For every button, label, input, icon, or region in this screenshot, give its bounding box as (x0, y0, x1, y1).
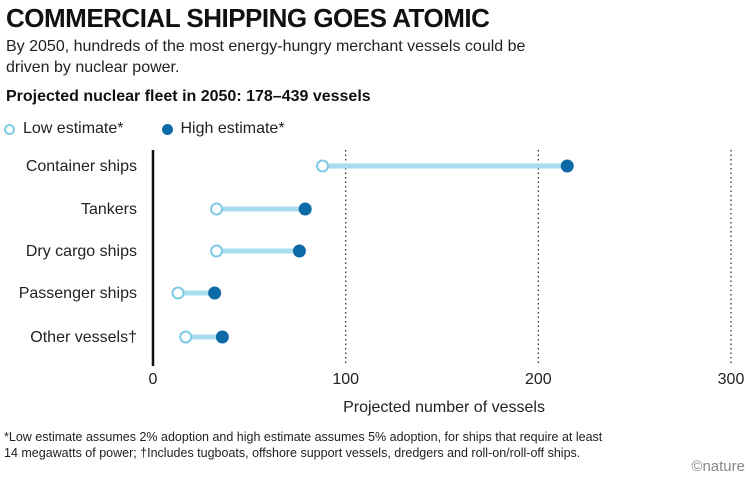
high-point-container-ships (560, 159, 574, 173)
high-point-other-vessels (215, 330, 229, 344)
category-label-passenger-ships: Passenger ships (19, 285, 137, 302)
legend-label-low: Low estimate* (23, 120, 124, 137)
chart-title: COMMERCIAL SHIPPING GOES ATOMIC (6, 3, 490, 33)
category-label-tankers: Tankers (81, 201, 137, 218)
category-label-other-vessels: Other vessels† (30, 329, 137, 346)
high-point-passenger-ships (208, 286, 222, 300)
category-label-dry-cargo-ships: Dry cargo ships (26, 243, 137, 260)
x-tick-label-0: 0 (149, 371, 158, 388)
x-axis-label: Projected number of vessels (343, 399, 545, 416)
x-tick-label-200: 200 (525, 371, 552, 388)
low-point-tankers (210, 202, 224, 216)
legend: Low estimate* High estimate* (4, 118, 323, 140)
low-point-passenger-ships (171, 286, 185, 300)
legend-label-high: High estimate* (180, 120, 285, 137)
low-estimate-marker (4, 123, 15, 135)
high-point-dry-cargo-ships (292, 244, 306, 258)
high-point-tankers (298, 202, 312, 216)
legend-item-high: High estimate* (161, 120, 285, 138)
high-estimate-marker (161, 123, 173, 135)
chart-subtitle: By 2050, hundreds of the most energy-hun… (6, 38, 526, 76)
x-tick-label-300: 300 (718, 371, 745, 388)
low-point-other-vessels (179, 330, 193, 344)
low-point-container-ships (316, 159, 330, 173)
footnote: *Low estimate assumes 2% adoption and hi… (4, 430, 603, 460)
x-tick-label-100: 100 (332, 371, 359, 388)
category-label-container-ships: Container ships (26, 158, 137, 175)
legend-item-low: Low estimate* (4, 120, 124, 138)
nature-credit: ©nature (691, 458, 745, 475)
low-point-dry-cargo-ships (210, 244, 224, 258)
chart-subheading: Projected nuclear fleet in 2050: 178–439… (6, 88, 371, 105)
